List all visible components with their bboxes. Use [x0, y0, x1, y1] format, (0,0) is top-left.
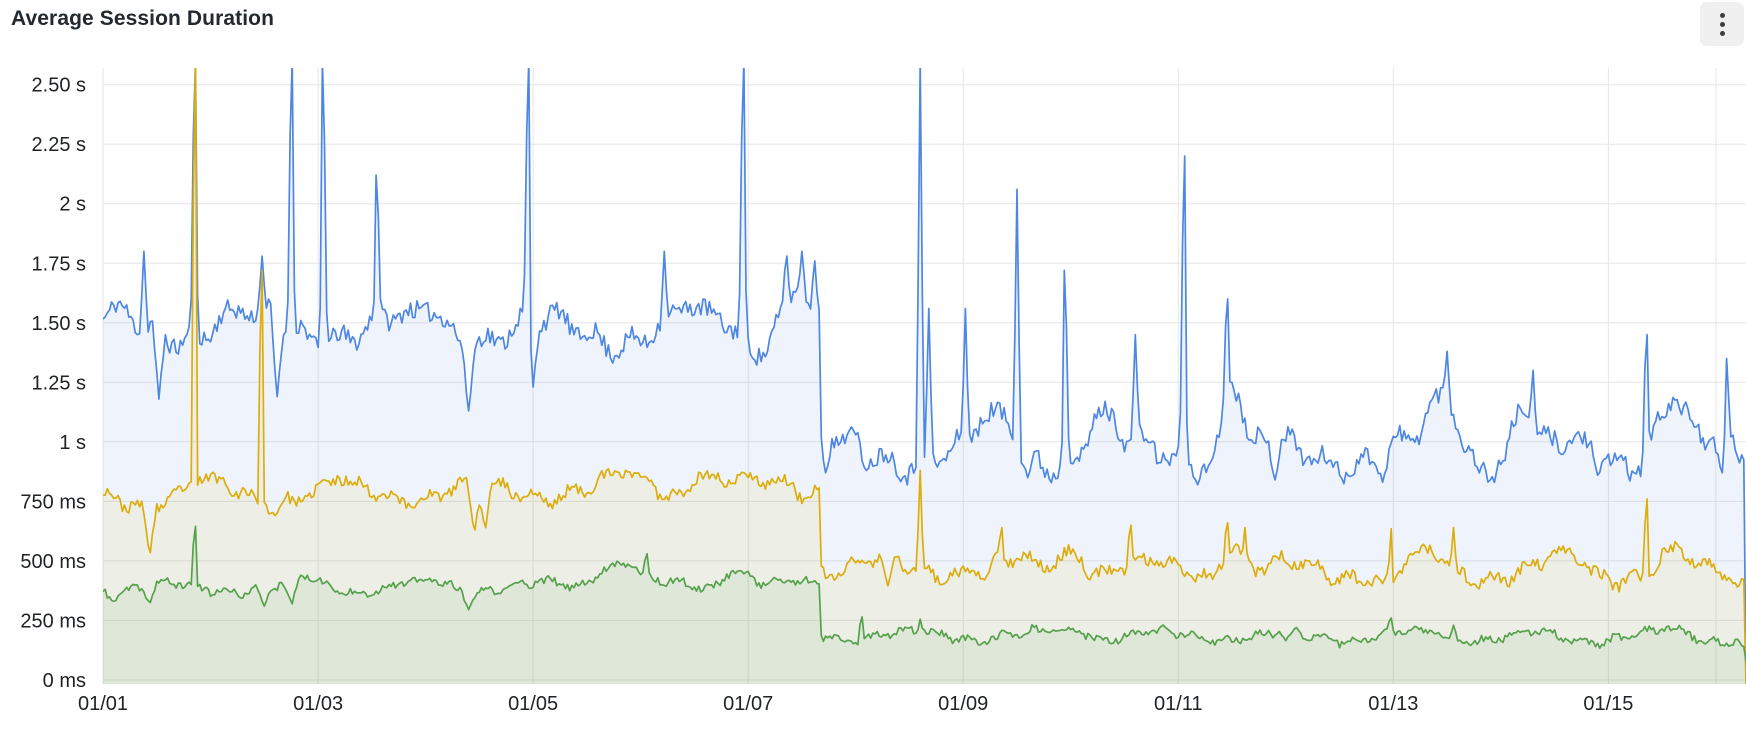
series-line-yellow: [103, 68, 1746, 684]
x-axis-tick-label: 01/07: [723, 693, 773, 715]
kebab-menu-icon: [1719, 12, 1725, 36]
panel-header: Average Session Duration: [0, 0, 1746, 46]
series-line-green: [103, 525, 1746, 662]
x-axis-tick-label: 01/11: [1154, 693, 1203, 715]
x-axis-tick-label: 01/09: [938, 693, 988, 715]
x-axis-tick-label: 01/15: [1583, 693, 1633, 715]
x-axis-tick-label: 01/05: [508, 693, 558, 715]
series-fill-yellow: [103, 68, 1746, 684]
y-axis-tick-label: 2.50 s: [32, 75, 86, 97]
y-axis-labels: 0 ms 250 ms 500 ms 750 ms 1 s 1.25 s 1.50 s 1.7…: [20, 75, 86, 692]
x-axis-labels: 01/01 01/03 01/05 01/07 01/09 01/11 01/13 01/15: [78, 693, 1633, 715]
series-line-blue: [103, 68, 1746, 682]
y-axis-tick-label: 1.25 s: [32, 372, 86, 394]
time-series-chart[interactable]: 0 ms 250 ms 500 ms 750 ms 1 s 1.25 s 1.50 s 1.7…: [0, 46, 1746, 734]
y-axis-tick-label: 2 s: [59, 194, 86, 216]
x-axis-tick-label: 01/03: [293, 693, 343, 715]
y-axis-tick-label: 1 s: [59, 432, 86, 454]
y-axis-tick-label: 500 ms: [20, 551, 86, 573]
y-axis-tick-label: 250 ms: [20, 610, 86, 632]
y-axis-tick-label: 2.25 s: [32, 134, 86, 156]
x-axis-tick-label: 01/13: [1368, 693, 1418, 715]
panel-menu-button[interactable]: [1700, 2, 1744, 46]
y-axis-tick-label: 750 ms: [20, 491, 86, 513]
y-axis-tick-label: 1.50 s: [32, 313, 86, 335]
series-group: [103, 68, 1746, 684]
panel-title: Average Session Duration: [11, 7, 275, 30]
x-axis-tick-label: 01/01: [78, 693, 128, 715]
y-axis-tick-label: 1.75 s: [32, 253, 86, 275]
series-fill-green: [103, 526, 1746, 684]
series-fill-blue: [103, 68, 1746, 684]
y-axis-tick-label: 0 ms: [43, 670, 86, 692]
chart-area: 0 ms 250 ms 500 ms 750 ms 1 s 1.25 s 1.50 s 1.7…: [0, 46, 1746, 734]
